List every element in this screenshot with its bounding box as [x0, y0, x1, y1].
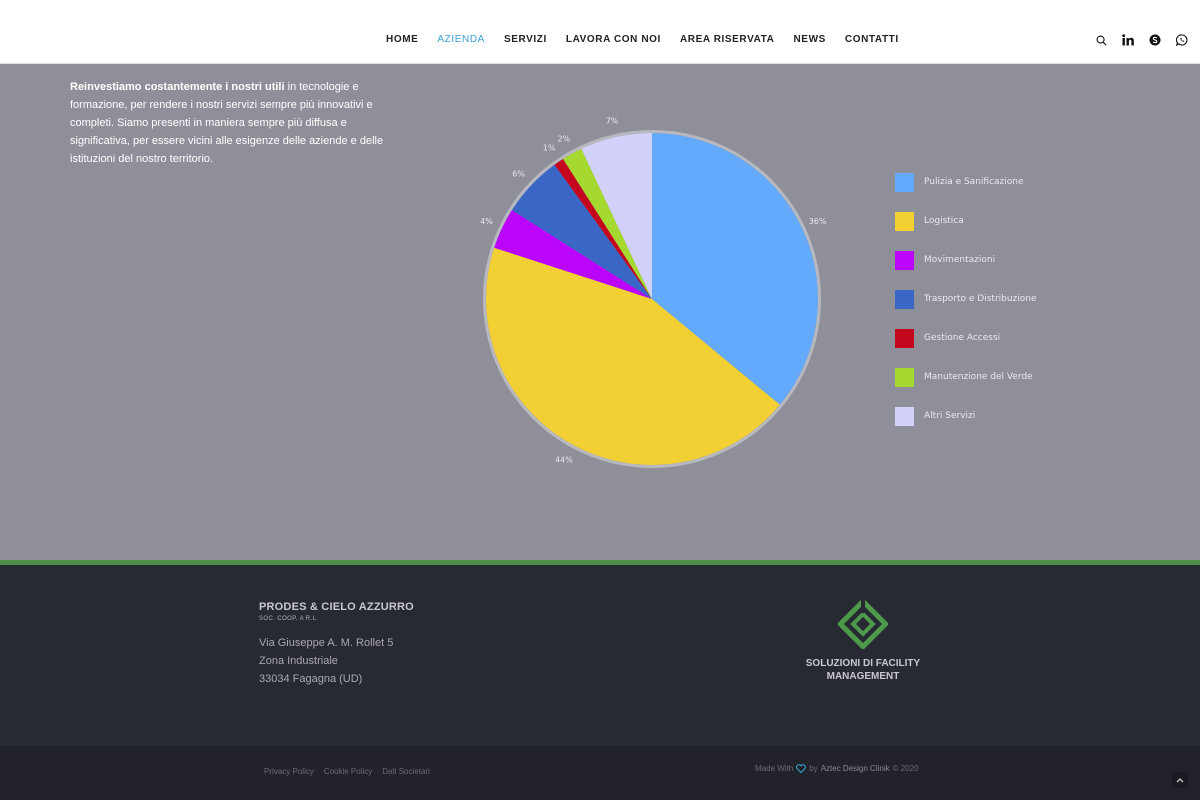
cookie-policy-link[interactable]: Cookie Policy	[323, 767, 373, 776]
credits: Made With by Aztec Design Clinik © 2020	[755, 764, 919, 773]
bottom-bar: Privacy Policy Cookie Policy Dati Societ…	[0, 746, 1200, 800]
site-footer: PRODES & CIELO AZZURRO SOC. COOP. A R.L.…	[0, 565, 1200, 746]
by-text: by	[809, 764, 818, 773]
address-line-city: 33034 Fagagna (UD)	[259, 673, 363, 685]
nav-lavora-con-noi[interactable]: LAVORA CON NOI	[565, 34, 661, 45]
intro-body: in tecnologie e formazione, per rendere …	[70, 81, 384, 165]
whatsapp-icon[interactable]	[1175, 33, 1189, 47]
legend-item-logistica: Logistica	[895, 211, 1037, 231]
pie-label-logistica: 44%	[555, 455, 573, 464]
tagline-line-2: MANAGEMENT	[826, 671, 900, 682]
scroll-to-top-button[interactable]	[1172, 772, 1188, 788]
skype-icon[interactable]	[1148, 33, 1162, 47]
pie-slice-logistica	[486, 247, 780, 465]
site-header: HOME AZIENDA SERVIZI LAVORA CON NOI AREA…	[0, 0, 1200, 64]
legend-item-movimentazioni: Movimentazioni	[895, 250, 1037, 270]
nav-area-riservata[interactable]: AREA RISERVATA	[679, 34, 775, 45]
services-pie-chart: 36% 44% 4% 6% 1%2% 7%	[480, 116, 827, 468]
company-logo-icon	[838, 599, 888, 649]
chevron-up-icon	[1176, 778, 1184, 783]
legend-swatch	[895, 367, 914, 387]
company-type: SOC. COOP. A R.L.	[259, 616, 319, 622]
legend-label: Pulizia e Sanificazione	[924, 177, 1024, 187]
address-line-zone: Zona Industriale	[259, 655, 338, 667]
tagline-line-1: SOLUZIONI DI FACILITY	[805, 658, 921, 669]
legend-swatch	[895, 289, 914, 309]
pie-label-movimentazioni: 4%	[480, 217, 493, 226]
nav-azienda[interactable]: AZIENDA	[437, 34, 485, 45]
pie-slice-manutenzione-del-verde	[563, 148, 652, 299]
dati-societari-link[interactable]: Dati Societari	[382, 767, 430, 776]
pie-slice-gestione-accessi	[554, 158, 652, 299]
pie-slice-trasporto-e-distribuzione	[511, 164, 652, 299]
footer-tagline: SOLUZIONI DI FACILITY MANAGEMENT	[788, 657, 938, 683]
legend-swatch	[895, 172, 914, 192]
pie-label-gestione-accessi: 1%	[543, 144, 556, 153]
pie-label-altri-servizi: 7%	[606, 116, 619, 125]
legend-label: Gestione Accessi	[924, 333, 1001, 343]
linkedin-icon[interactable]	[1121, 33, 1135, 47]
header-icons	[1094, 33, 1189, 47]
pie-label-manutenzione-del-verde: 2%	[557, 135, 570, 144]
nav-news[interactable]: NEWS	[793, 34, 826, 45]
search-icon[interactable]	[1094, 33, 1108, 47]
privacy-policy-link[interactable]: Privacy Policy	[264, 767, 314, 776]
copyright-year: © 2020	[892, 764, 919, 773]
legend-item-trasporto-e-distribuzione: Trasporto e Distribuzione	[895, 289, 1037, 309]
legend-item-manutenzione-del-verde: Manutenzione del Verde	[895, 367, 1037, 387]
heart-icon	[796, 764, 807, 773]
credits-brand-link[interactable]: Aztec Design Clinik	[820, 764, 890, 773]
legend-item-altri-servizi: Altri Servizi	[895, 406, 1037, 426]
legend-label: Logistica	[924, 216, 964, 226]
intro-text: Reinvestiamo costantemente i nostri util…	[70, 78, 390, 168]
legend-swatch	[895, 328, 914, 348]
pie-slice-altri-servizi	[581, 133, 652, 299]
nav-home[interactable]: HOME	[386, 34, 419, 45]
legend-label: Altri Servizi	[924, 411, 976, 421]
legal-links: Privacy Policy Cookie Policy Dati Societ…	[264, 767, 440, 776]
nav-contatti[interactable]: CONTATTI	[844, 34, 899, 45]
legend-swatch	[895, 211, 914, 231]
pie-label-pulizia-e-sanificazione: 36%	[809, 217, 827, 226]
footer-divider	[0, 560, 1200, 565]
legend-label: Manutenzione del Verde	[924, 372, 1033, 382]
legend-label: Trasporto e Distribuzione	[924, 294, 1037, 304]
company-name: PRODES & CIELO AZZURRO	[259, 601, 414, 613]
pie-slice-pulizia-e-sanificazione	[652, 133, 818, 405]
pie-slice-movimentazioni	[494, 210, 652, 299]
address-line-street: Via Giuseppe A. M. Rollet 5	[259, 637, 394, 649]
chart-legend: Pulizia e Sanificazione Logistica Moviment…	[895, 172, 1037, 445]
intro-bold: Reinvestiamo costantemente i nostri util…	[70, 81, 285, 93]
made-with-text: Made With	[755, 764, 794, 773]
legend-label: Movimentazioni	[924, 255, 996, 265]
legend-item-pulizia-e-sanificazione: Pulizia e Sanificazione	[895, 172, 1037, 192]
legend-item-gestione-accessi: Gestione Accessi	[895, 328, 1037, 348]
main-nav: HOME AZIENDA SERVIZI LAVORA CON NOI AREA…	[386, 34, 918, 45]
legend-swatch	[895, 250, 914, 270]
nav-servizi[interactable]: SERVIZI	[503, 34, 547, 45]
legend-swatch	[895, 406, 914, 426]
pie-label-trasporto-e-distribuzione: 6%	[512, 170, 525, 179]
